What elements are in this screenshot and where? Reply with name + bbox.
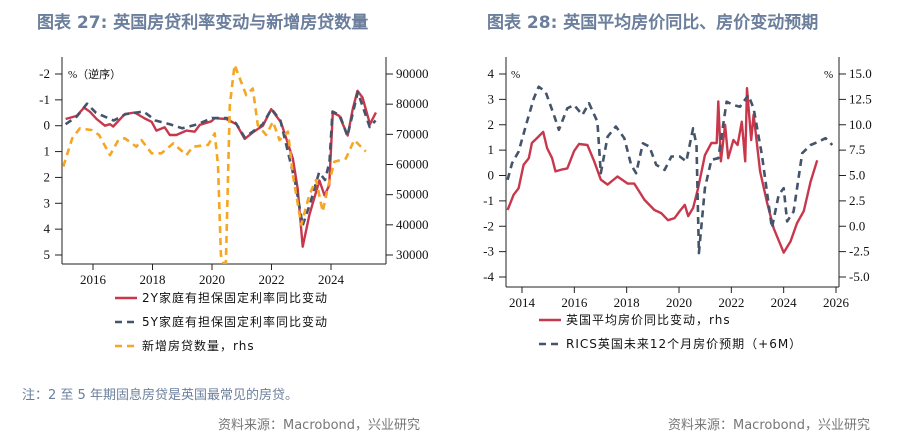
source-right: 资料来源：Macrobond，兴业研究 bbox=[668, 418, 871, 433]
series-line-2 bbox=[64, 90, 377, 227]
y2-tick-label: 80000 bbox=[396, 96, 429, 111]
legend-label: 2Y家庭有担保固定利率同比变动 bbox=[142, 290, 328, 305]
y2-tick-label: 70000 bbox=[396, 126, 429, 141]
series-line-2 bbox=[506, 85, 834, 255]
right-chart-left-unit: % bbox=[511, 69, 520, 81]
y2-tick-label: 50000 bbox=[396, 187, 429, 202]
right-chart-right-unit: % bbox=[824, 69, 833, 81]
y-tick-label: -2 bbox=[483, 218, 494, 233]
y-tick-label: 1 bbox=[488, 142, 495, 157]
x-tick-label: 2018 bbox=[614, 295, 640, 310]
x-tick-label: 2020 bbox=[199, 272, 225, 287]
x-tick-label: 2024 bbox=[771, 295, 798, 310]
series-line-1 bbox=[65, 89, 377, 248]
y-tick-label: 1 bbox=[44, 144, 51, 159]
y2-tick-label: 0.0 bbox=[849, 218, 865, 233]
legend-label: 新增房贷数量，rhs bbox=[142, 338, 255, 353]
y2-tick-label: 90000 bbox=[396, 66, 429, 81]
y-tick-label: 5 bbox=[44, 247, 51, 262]
y-tick-label: -3 bbox=[483, 244, 494, 259]
legend-label: 5Y家庭有担保固定利率同比变动 bbox=[142, 314, 328, 329]
y2-tick-label: 30000 bbox=[396, 247, 429, 262]
y-tick-label: 2 bbox=[488, 117, 495, 132]
y2-tick-label: 5.0 bbox=[849, 168, 865, 183]
y-tick-label: 4 bbox=[488, 66, 495, 81]
chart-title-right: 图表 28: 英国平均房价同比、房价变动预期 bbox=[487, 13, 819, 33]
y-tick-label: 0 bbox=[488, 168, 495, 183]
series-line-3 bbox=[62, 65, 367, 264]
y2-tick-label: 60000 bbox=[396, 157, 429, 172]
y-tick-label: 0 bbox=[44, 118, 51, 133]
series-line-1 bbox=[506, 87, 819, 254]
y2-tick-label: 15.0 bbox=[849, 66, 872, 81]
y2-tick-label: 7.5 bbox=[849, 142, 865, 157]
y-tick-label: -1 bbox=[483, 193, 494, 208]
source-left: 资料来源：Macrobond，兴业研究 bbox=[218, 418, 421, 433]
x-tick-label: 2022 bbox=[718, 295, 744, 310]
y2-tick-label: 10.0 bbox=[849, 117, 872, 132]
x-tick-label: 2026 bbox=[823, 295, 850, 310]
legend-label: RICS英国未来12个月房价预期（+6M） bbox=[566, 336, 802, 351]
y2-tick-label: 2.5 bbox=[849, 193, 865, 208]
footnote: 注：2 至 5 年期固息房贷是英国最常见的房贷。 bbox=[22, 388, 298, 403]
y-tick-label: 4 bbox=[44, 221, 51, 236]
x-tick-label: 2016 bbox=[80, 272, 107, 287]
x-tick-label: 2020 bbox=[666, 295, 692, 310]
chart-1: -2 -1 0 1 2 3 4 5 30000 40000 50000 60000 70000 80000… bbox=[39, 57, 429, 353]
chart-title-left: 图表 27: 英国房贷利率变动与新增房贷数量 bbox=[37, 13, 369, 33]
x-tick-label: 2022 bbox=[259, 272, 285, 287]
y2-tick-label: 40000 bbox=[396, 217, 429, 232]
y-tick-label: -1 bbox=[39, 92, 50, 107]
y-tick-label: -2 bbox=[39, 66, 50, 81]
x-tick-label: 2014 bbox=[509, 295, 536, 310]
left-axis-unit-label: %（逆序） bbox=[68, 67, 121, 81]
y-tick-label: 3 bbox=[44, 195, 51, 210]
y-tick-label: 2 bbox=[44, 169, 51, 184]
legend-label: 英国平均房价同比变动，rhs bbox=[566, 312, 731, 327]
y2-tick-label: -2.5 bbox=[849, 244, 870, 259]
chart-2: -4 -3 -2 -1 0 1 2 3 4 -5.0 -2.5 0.0 2.5 5.0 7.5 10.0 12.… bbox=[483, 57, 872, 351]
x-tick-label: 2018 bbox=[140, 272, 166, 287]
x-tick-label: 2024 bbox=[318, 272, 345, 287]
y2-tick-label: 12.5 bbox=[849, 91, 872, 106]
x-tick-label: 2016 bbox=[561, 295, 588, 310]
y2-tick-label: -5.0 bbox=[849, 269, 870, 284]
y-tick-label: -4 bbox=[483, 269, 494, 284]
y-tick-label: 3 bbox=[488, 91, 495, 106]
